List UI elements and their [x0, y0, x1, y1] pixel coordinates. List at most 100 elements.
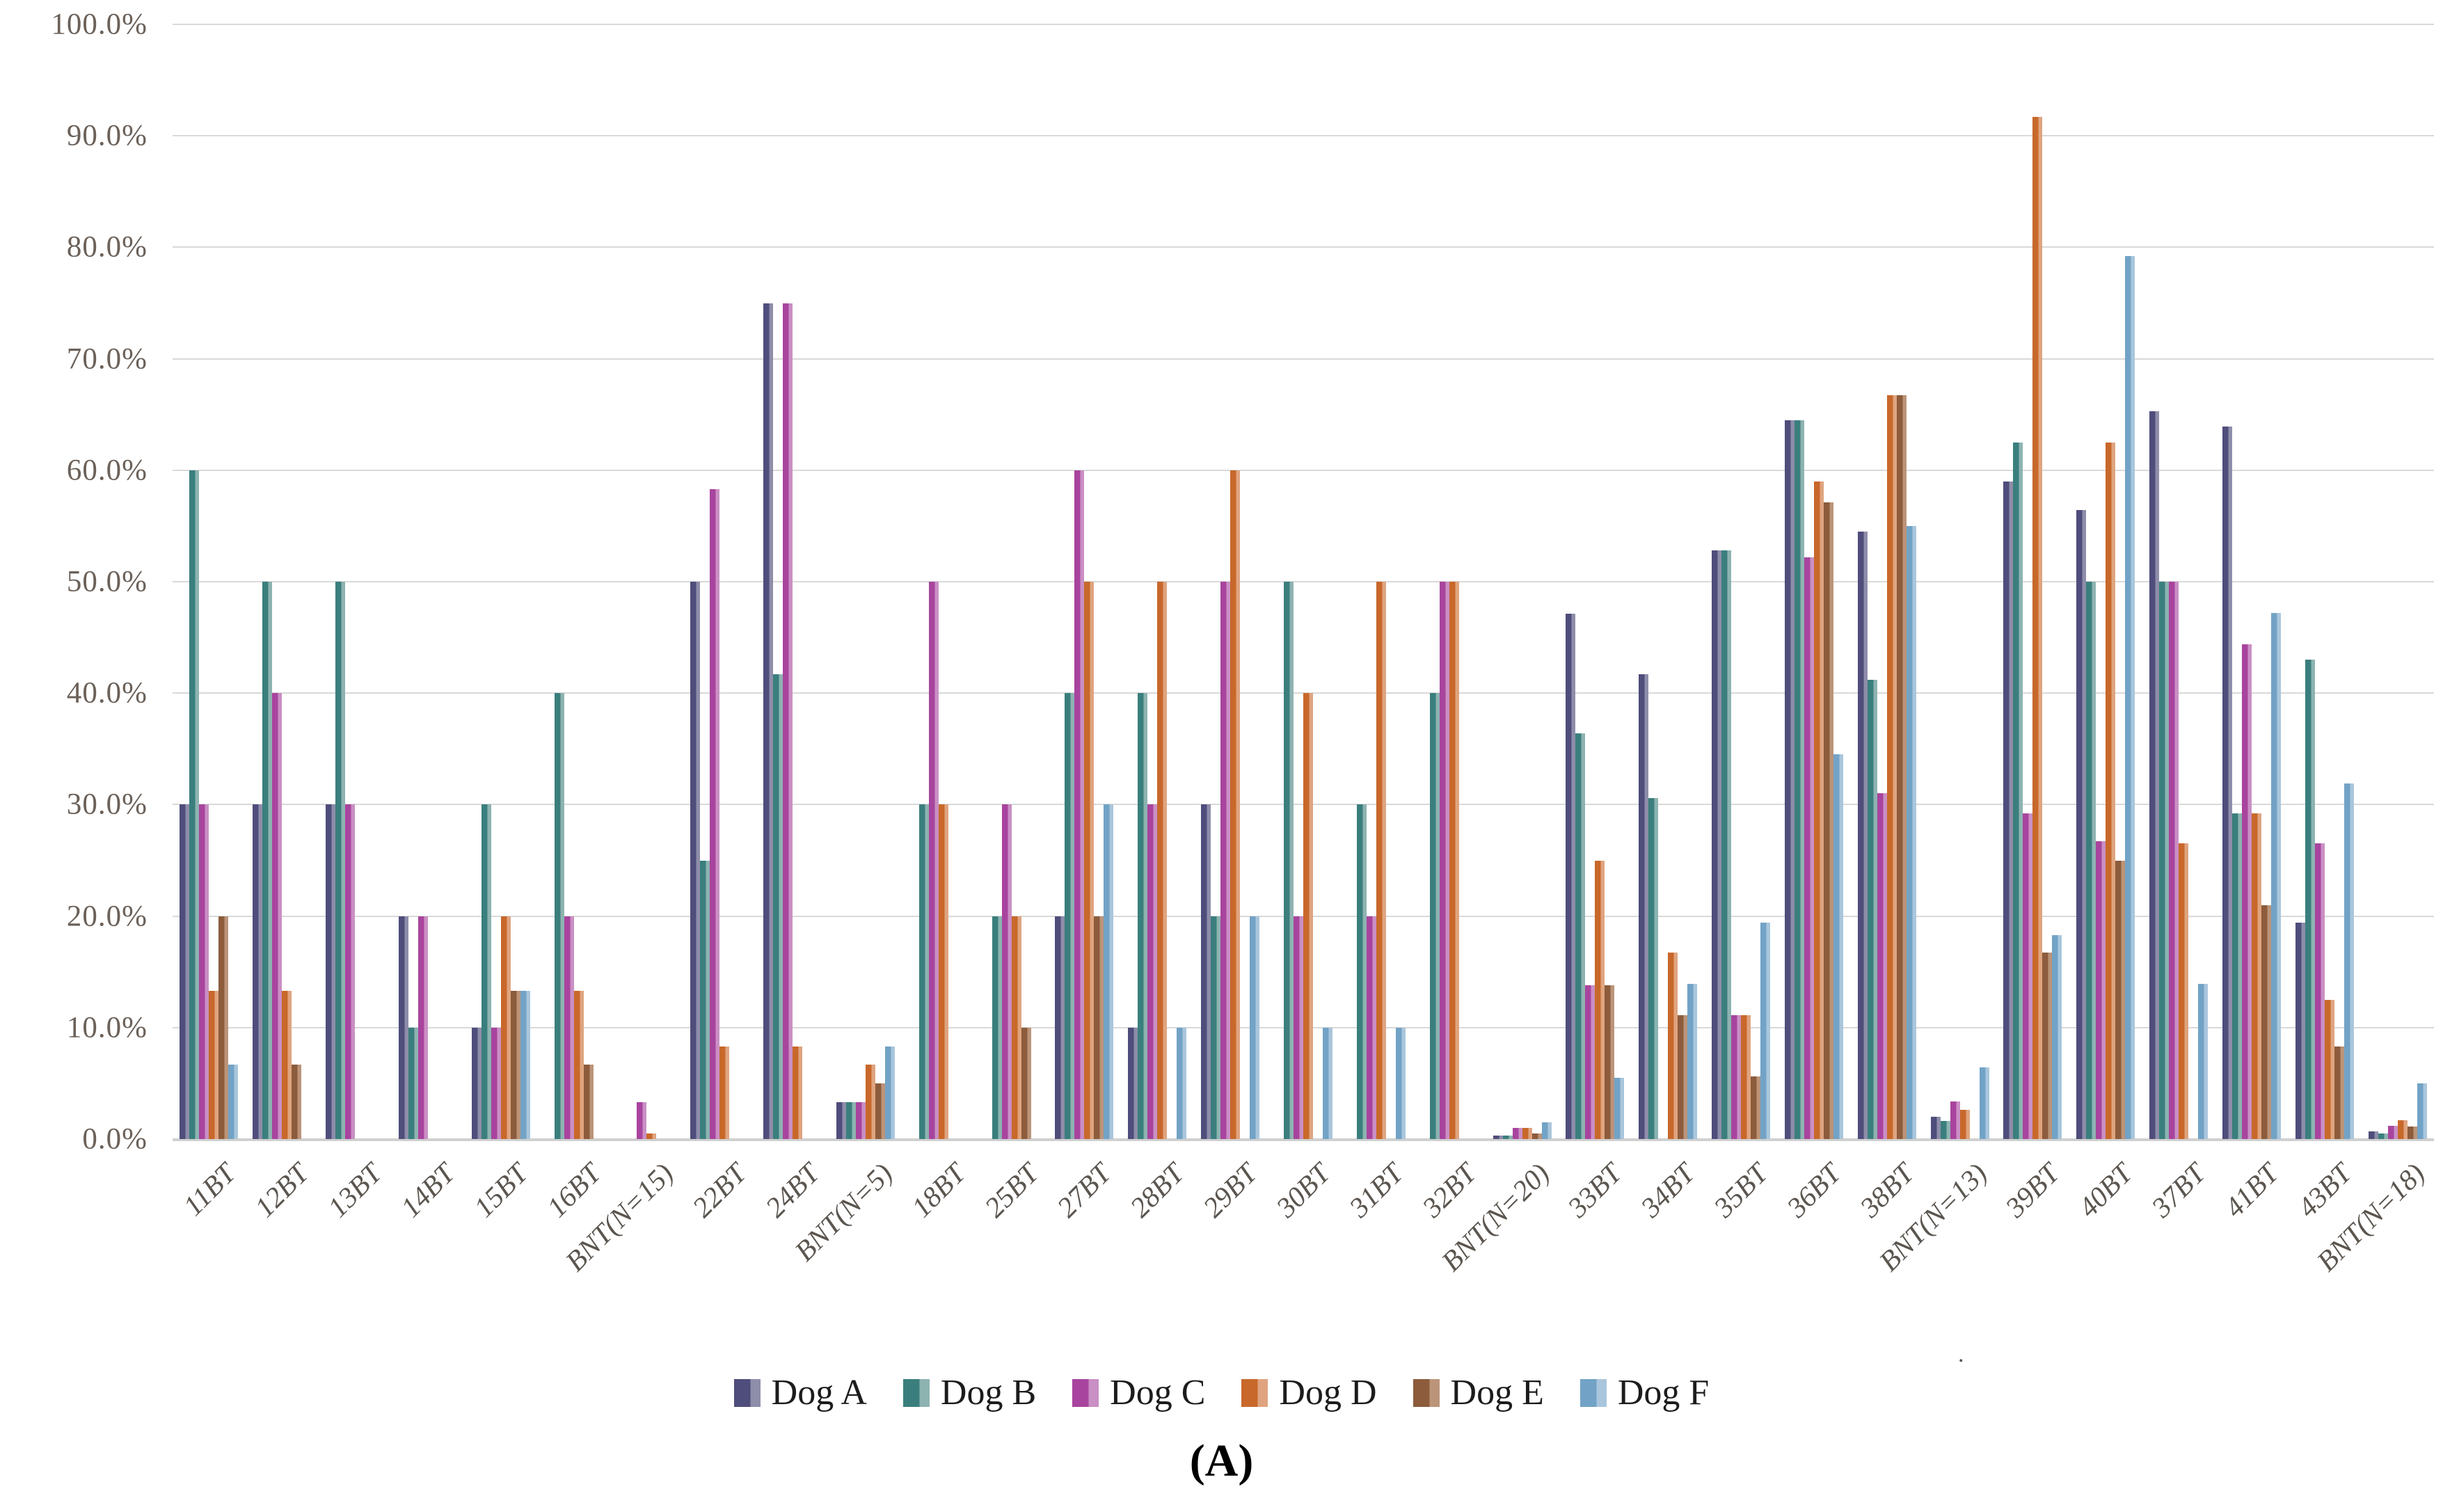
- bar-dog-d-31BT: [1376, 582, 1386, 1139]
- bar-dog-d-37BT: [2179, 843, 2189, 1139]
- bar-dog-d-38BT: [1886, 395, 1897, 1139]
- bar-group-BNT(N=15): [610, 24, 683, 1139]
- bar-group-12BT: [246, 24, 319, 1139]
- x-axis-label-25BT: 25BT: [978, 1156, 1044, 1224]
- bar-dog-d-40BT: [2106, 442, 2116, 1139]
- gridline-50: [173, 581, 2434, 582]
- bar-dog-b-BNT(N=20): [1502, 1136, 1513, 1139]
- bar-group-43BT: [2288, 24, 2361, 1139]
- bar-dog-c-31BT: [1366, 916, 1376, 1139]
- x-axis-label-43BT: 43BT: [2291, 1156, 2357, 1224]
- x-axis-label-36BT: 36BT: [1780, 1156, 1847, 1224]
- bar-dog-f-41BT: [2270, 612, 2281, 1139]
- legend-swatch-icon: [1072, 1378, 1099, 1407]
- gridline-40: [173, 692, 2434, 694]
- bar-dog-e-BNT(N=18): [2407, 1127, 2417, 1139]
- bar-dog-d-12BT: [282, 990, 292, 1139]
- legend-label: Dog C: [1110, 1373, 1206, 1412]
- bar-dog-f-30BT: [1322, 1027, 1332, 1139]
- gridline-0: [173, 1138, 2434, 1141]
- y-axis-tick-label: 60.0%: [66, 454, 148, 487]
- bar-dog-a-BNT(N=13): [1930, 1116, 1941, 1139]
- x-axis-label-16BT: 16BT: [540, 1156, 607, 1224]
- bar-dog-c-BNT(N=13): [1950, 1101, 1960, 1139]
- bar-group-29BT: [1194, 24, 1267, 1139]
- x-axis-label-38BT: 38BT: [1853, 1156, 1920, 1224]
- bar-group-22BT: [683, 24, 756, 1139]
- bar-dog-b-43BT: [2305, 660, 2315, 1139]
- bar-dog-c-13BT: [345, 804, 356, 1139]
- bar-dog-e-BNT(N=20): [1531, 1133, 1542, 1139]
- bar-dog-a-BNT(N=5): [836, 1102, 846, 1139]
- bar-dog-d-32BT: [1449, 582, 1459, 1139]
- bar-dog-d-39BT: [2032, 116, 2043, 1139]
- bar-dog-d-35BT: [1741, 1015, 1751, 1139]
- bar-dog-c-39BT: [2023, 813, 2033, 1139]
- bar-dog-d-BNT(N=5): [865, 1064, 875, 1139]
- bar-dog-f-38BT: [1906, 525, 1916, 1139]
- bar-group-31BT: [1339, 24, 1413, 1139]
- bar-dog-a-11BT: [180, 804, 190, 1139]
- legend-swatch-icon: [902, 1378, 930, 1407]
- bar-group-40BT: [2069, 24, 2142, 1139]
- bar-dog-f-36BT: [1833, 754, 1843, 1139]
- plot-area: 0.0% 10.0% 20.0% 30.0% 40.0% 50.0% 60.0% 70.0% 8…: [51, 8, 2434, 1156]
- bar-dog-f-11BT: [228, 1064, 239, 1139]
- bar-dog-f-34BT: [1687, 984, 1698, 1139]
- y-axis-tick-label: 80.0%: [66, 230, 148, 264]
- bar-dog-d-27BT: [1084, 582, 1095, 1139]
- bar-dog-c-36BT: [1804, 557, 1814, 1139]
- y-axis-tick-label: 30.0%: [66, 788, 148, 821]
- bar-group-BNT(N=20): [1486, 24, 1559, 1139]
- bar-dog-b-15BT: [481, 804, 491, 1139]
- bar-dog-e-43BT: [2334, 1047, 2344, 1139]
- bar-dog-c-25BT: [1001, 804, 1012, 1139]
- gridline-100: [173, 24, 2434, 25]
- bar-group-37BT: [2142, 24, 2215, 1139]
- bar-dog-c-22BT: [710, 489, 720, 1139]
- bar-group-30BT: [1267, 24, 1340, 1139]
- bar-dog-f-40BT: [2125, 256, 2135, 1139]
- x-axis-label-41BT: 41BT: [2218, 1156, 2285, 1224]
- legend-item-dog-e: Dog E: [1413, 1372, 1544, 1413]
- y-axis-tick-label: 40.0%: [66, 676, 148, 710]
- x-axis-label-11BT: 11BT: [177, 1156, 242, 1222]
- bar-dog-b-37BT: [2159, 582, 2170, 1139]
- legend-item-dog-b: Dog B: [902, 1372, 1036, 1413]
- bar-dog-a-22BT: [690, 582, 701, 1139]
- bar-dog-a-39BT: [2003, 481, 2014, 1139]
- bar-group-BNT(N=18): [2361, 24, 2434, 1139]
- bar-group-27BT: [1048, 24, 1121, 1139]
- bar-dog-e-34BT: [1678, 1015, 1688, 1139]
- bar-dog-b-16BT: [554, 693, 564, 1139]
- bar-dog-e-12BT: [292, 1064, 302, 1139]
- bar-dog-a-36BT: [1784, 420, 1795, 1139]
- bar-dog-a-15BT: [471, 1027, 482, 1139]
- bar-dog-d-18BT: [938, 804, 948, 1139]
- bar-dog-b-39BT: [2013, 442, 2023, 1139]
- bar-dog-a-34BT: [1639, 674, 1649, 1139]
- bar-dog-f-39BT: [2052, 934, 2062, 1139]
- bar-dog-c-40BT: [2096, 841, 2106, 1139]
- bar-dog-e-40BT: [2115, 860, 2126, 1139]
- bar-dog-a-38BT: [1857, 531, 1868, 1139]
- bar-dog-b-30BT: [1283, 582, 1294, 1139]
- y-axis-tick-label: 0.0%: [82, 1122, 148, 1156]
- bar-dog-f-BNT(N=18): [2417, 1083, 2427, 1139]
- bar-dog-b-24BT: [773, 674, 783, 1139]
- y-axis-tick-label: 50.0%: [66, 565, 148, 598]
- bar-dog-d-29BT: [1230, 470, 1241, 1139]
- bar-dog-b-32BT: [1429, 693, 1440, 1139]
- bar-dog-a-33BT: [1566, 614, 1576, 1139]
- bar-dog-b-11BT: [189, 470, 200, 1139]
- x-axis-label-24BT: 24BT: [758, 1156, 826, 1224]
- bar-dog-d-24BT: [793, 1047, 803, 1139]
- bar-dog-a-35BT: [1712, 550, 1722, 1139]
- bar-group-BNT(N=13): [1923, 24, 1996, 1139]
- bar-dog-c-35BT: [1731, 1015, 1742, 1139]
- x-axis-label-14BT: 14BT: [394, 1156, 461, 1224]
- bar-dog-a-27BT: [1055, 916, 1065, 1139]
- legend-item-dog-f: Dog F: [1579, 1372, 1709, 1413]
- bar-dog-d-34BT: [1668, 953, 1678, 1139]
